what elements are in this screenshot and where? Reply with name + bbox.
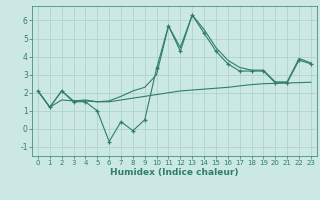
- X-axis label: Humidex (Indice chaleur): Humidex (Indice chaleur): [110, 168, 239, 177]
